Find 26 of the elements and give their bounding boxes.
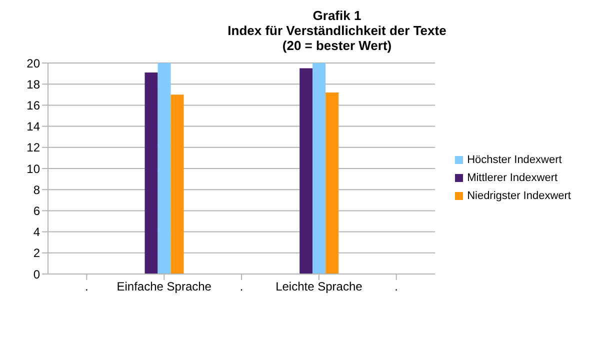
y-tick-label: 8 <box>33 182 40 197</box>
y-tick-label: 18 <box>26 77 40 92</box>
x-tick-label: Leichte Sprache <box>276 280 363 294</box>
legend-label: Niedrigster Indexwert <box>467 190 571 202</box>
y-tick-label: 20 <box>26 56 40 70</box>
y-tick-label: 0 <box>33 267 40 282</box>
y-tick-label: 14 <box>26 120 40 134</box>
x-tick-label: . <box>240 280 244 294</box>
y-tick-label: 6 <box>33 204 40 218</box>
x-tick-label: . <box>394 280 398 294</box>
legend-label: Höchster Indexwert <box>467 154 562 166</box>
bar <box>170 94 184 274</box>
legend-label: Mittlerer Indexwert <box>467 172 558 184</box>
x-tick-label: Einfache Sprache <box>116 280 212 294</box>
bar <box>312 63 326 274</box>
y-tick-label: 2 <box>33 246 40 260</box>
bar <box>300 68 313 274</box>
y-tick-label: 4 <box>33 225 40 240</box>
bar <box>158 63 171 274</box>
y-tick-label: 12 <box>26 140 40 155</box>
chart-title: Grafik 1 Index für Verständlichkeit der Texte (20 = bester Wert) <box>226 8 448 53</box>
y-tick-label: 16 <box>26 98 40 112</box>
bar <box>144 72 158 274</box>
y-tick-label: 10 <box>26 162 40 176</box>
x-tick-label: . <box>85 280 88 294</box>
bar <box>326 92 339 274</box>
